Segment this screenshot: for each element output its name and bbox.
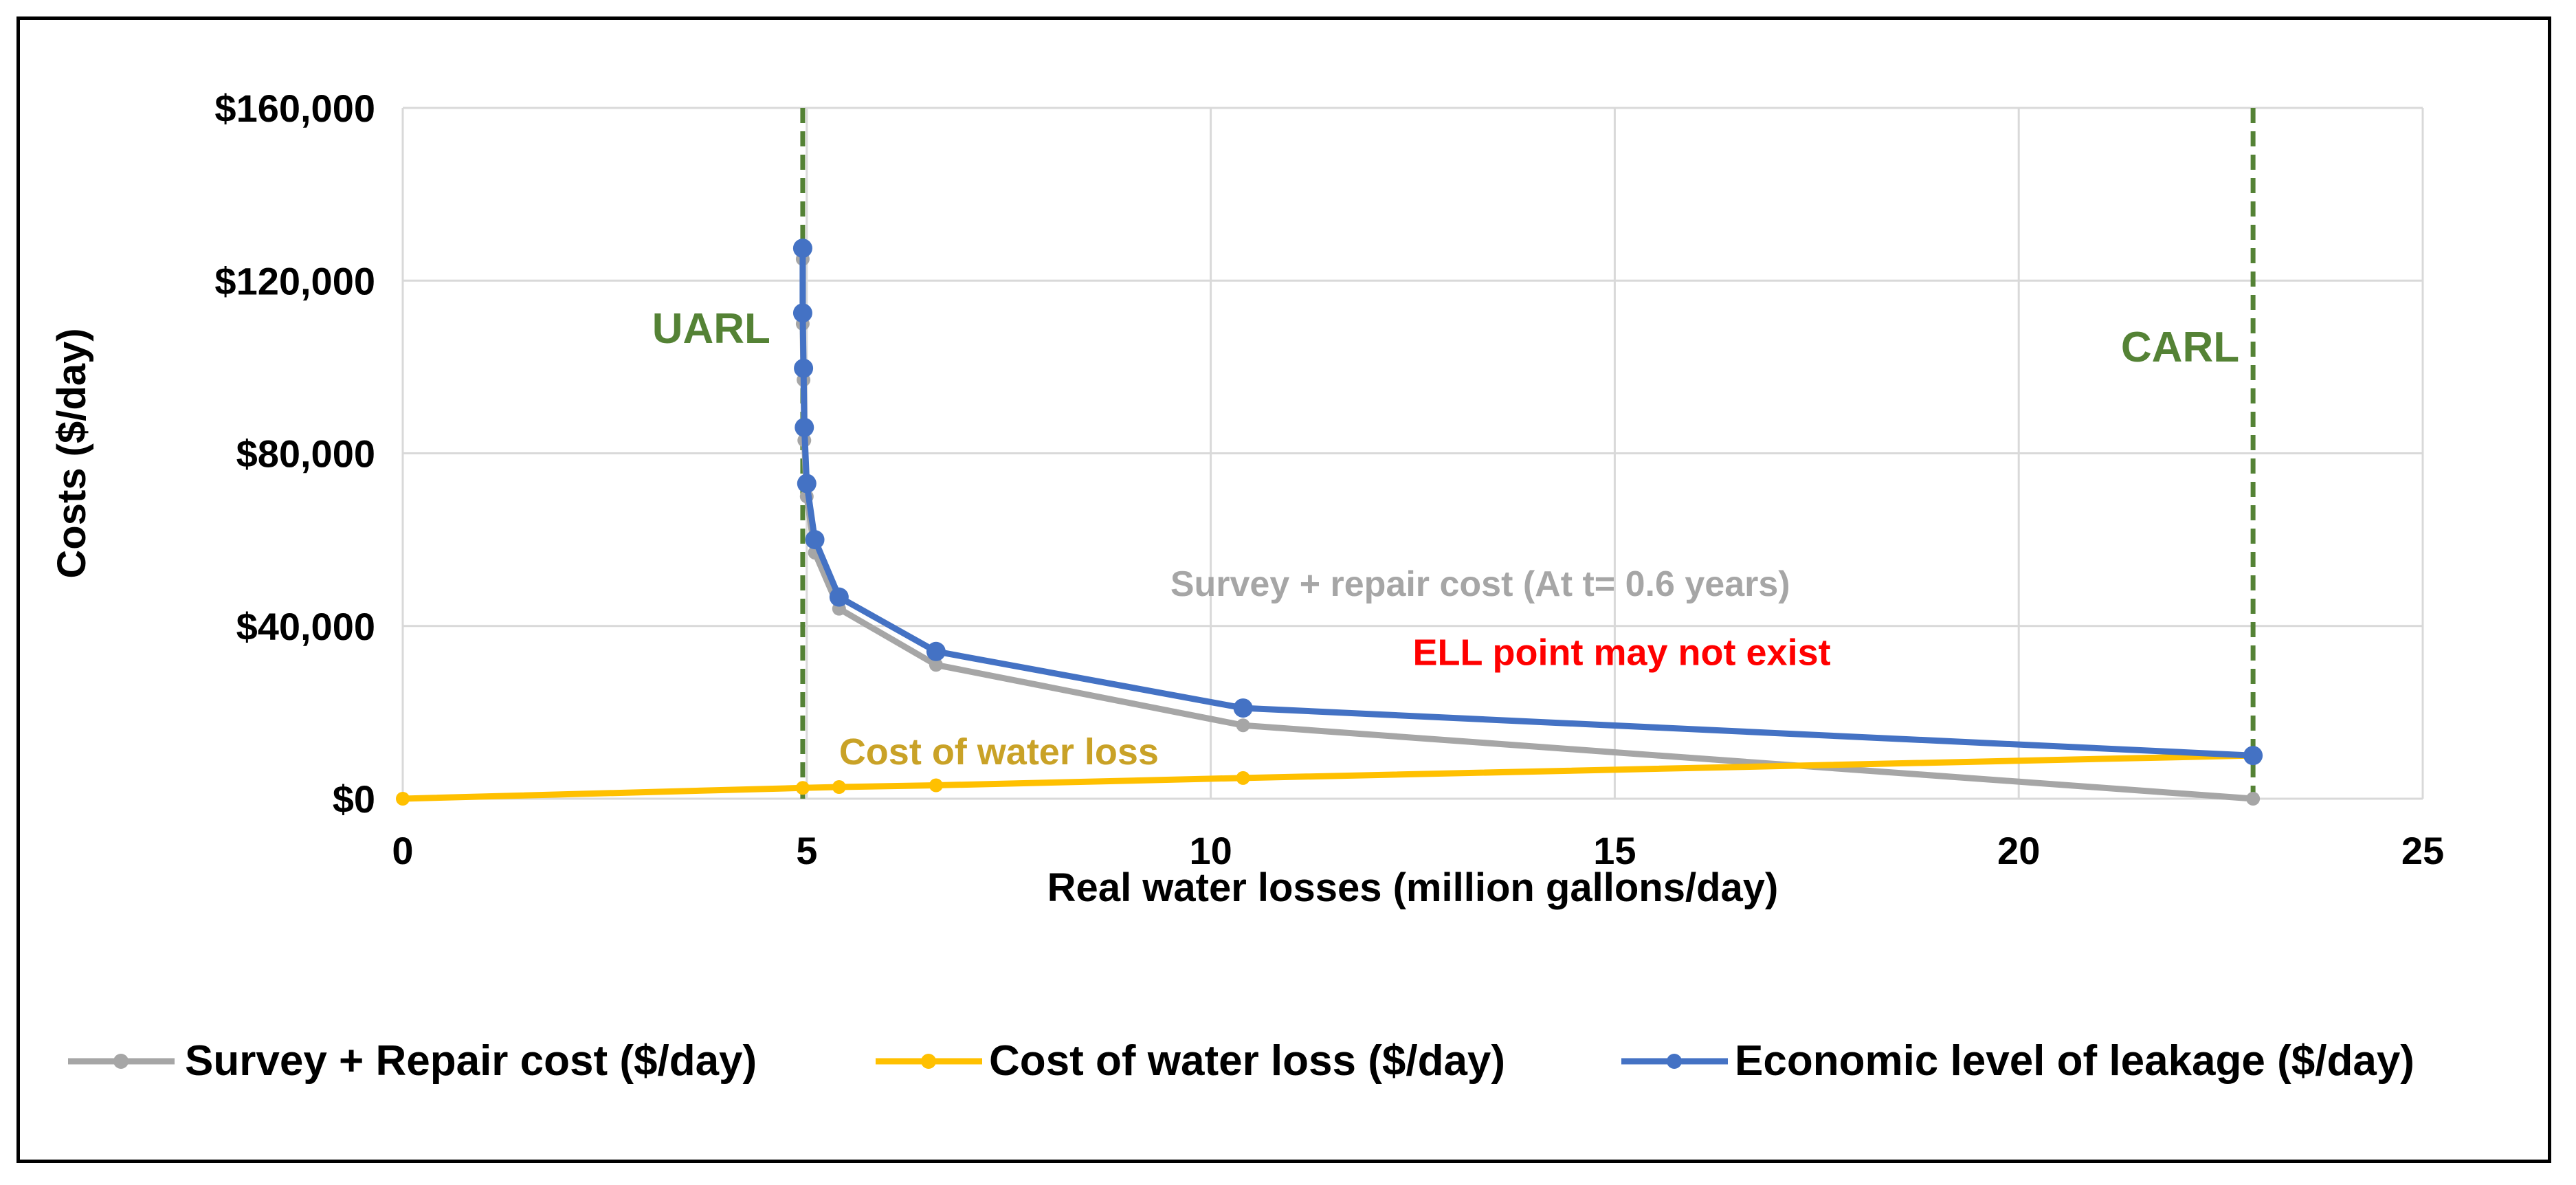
y-tick-label: $0 [333,777,375,821]
data-point [792,303,812,323]
data-point [797,474,817,494]
legend-label: Economic level of leakage ($/day) [1735,1037,2414,1085]
chart-frame: 0 5 10 15 20 25 $0 $40,000 $80,000 $120,000 $160,0… [16,16,2551,1163]
data-point [2246,792,2261,806]
series [396,239,2263,806]
annotation: ELL point may not exist [1413,632,1831,673]
annotation: Survey + repair cost (At t= 0.6 years) [1170,564,1790,604]
data-point [805,530,825,550]
data-point [829,587,849,607]
legend-marker [113,1054,129,1069]
data-point [792,239,812,258]
legend-label: Cost of water loss ($/day) [989,1037,1505,1085]
y-tick-label: $160,000 [214,87,375,130]
legend-item-3: Economic level of leakage ($/day) [1621,1037,2414,1085]
data-point [929,658,943,672]
data-point [396,792,410,806]
legend: Survey + Repair cost ($/day) Cost of wate… [68,1037,2414,1085]
y-tick-label: $40,000 [236,605,375,648]
series-line [799,258,2254,802]
series-line [799,248,2254,759]
x-tick-label: 5 [796,829,817,872]
data-point [926,641,946,661]
chart: 0 5 10 15 20 25 $0 $40,000 $80,000 $120,000 $160,0… [49,87,2444,1085]
y-tick-label: $120,000 [214,259,375,302]
reference-line-label: UARL [652,305,770,353]
data-point [1236,771,1250,785]
annotation: Cost of water loss [839,731,1159,773]
legend-marker [1667,1054,1682,1069]
legend-item-1: Survey + Repair cost ($/day) [68,1037,757,1085]
data-point [1233,698,1253,718]
series-3 [792,239,2263,766]
legend-label: Survey + Repair cost ($/day) [185,1037,757,1085]
x-tick-label: 10 [1189,829,1232,872]
data-point [794,358,814,378]
annotations: Survey + repair cost (At t= 0.6 years) EL… [839,564,1831,773]
data-point [795,781,810,795]
x-tick-label: 15 [1593,829,1636,872]
data-point [795,417,814,437]
legend-marker [921,1054,936,1069]
reference-lines: UARL CARL [652,108,2256,799]
data-point [1236,718,1250,733]
x-axis-title: Real water losses (million gallons/day) [1047,865,1779,910]
legend-item-2: Cost of water loss ($/day) [876,1037,1505,1085]
x-tick-label: 20 [1997,829,2040,872]
y-tick-label: $80,000 [236,432,375,476]
data-point [929,778,943,793]
grid [401,107,2424,800]
y-axis-title: Costs ($/day) [49,328,94,578]
data-point [832,780,846,795]
series-line [402,752,2254,802]
reference-line-label: CARL [2121,324,2239,371]
data-point [2243,746,2263,766]
x-tick-label: 25 [2401,829,2444,872]
axes: 0 5 10 15 20 25 $0 $40,000 $80,000 $120,000 $160,0… [49,87,2444,910]
x-tick-label: 0 [392,829,413,872]
